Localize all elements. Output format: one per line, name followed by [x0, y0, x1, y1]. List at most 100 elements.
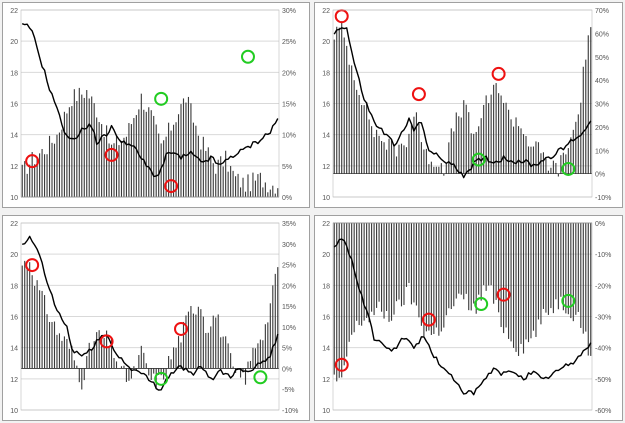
bar: [34, 164, 36, 197]
bar: [24, 161, 26, 197]
bar: [383, 142, 385, 174]
bar: [128, 368, 130, 381]
bar: [512, 223, 515, 348]
bar: [410, 123, 413, 174]
bar: [155, 368, 157, 389]
bar: [160, 368, 162, 376]
bar: [41, 290, 43, 369]
bar: [91, 96, 93, 197]
bar: [88, 98, 90, 197]
left-tick-label: 12: [10, 164, 18, 171]
bar: [115, 135, 118, 197]
bar: [555, 162, 557, 174]
bar: [498, 93, 500, 174]
right-tick-label: 0%: [282, 195, 292, 202]
bar: [510, 223, 512, 342]
bar: [532, 146, 535, 174]
bar: [29, 262, 31, 369]
bar: [68, 348, 70, 369]
bar: [262, 340, 264, 369]
red-circle-marker: [104, 147, 119, 162]
bar: [148, 368, 150, 376]
bar: [98, 330, 100, 369]
bar: [381, 141, 383, 174]
bar: [400, 143, 403, 174]
right-tick-label: 50%: [595, 55, 609, 62]
bar: [445, 163, 447, 174]
bar: [485, 223, 487, 291]
bar: [587, 223, 589, 356]
bar: [395, 156, 398, 174]
bar: [220, 337, 222, 369]
bar: [277, 267, 279, 369]
bar: [71, 345, 73, 369]
bar: [101, 124, 103, 197]
bar: [540, 153, 542, 174]
bar: [515, 117, 517, 174]
bar: [343, 37, 345, 174]
bar: [430, 223, 432, 335]
bar: [252, 172, 254, 197]
bar: [118, 145, 120, 197]
right-tick-label: 20%: [595, 125, 609, 132]
bar: [495, 83, 497, 174]
bar: [381, 223, 383, 312]
bar: [410, 223, 413, 305]
bar: [395, 223, 398, 302]
bar: [448, 223, 450, 309]
bar: [106, 125, 108, 197]
bar: [388, 138, 390, 174]
bar: [93, 341, 95, 369]
bar: [346, 45, 348, 174]
bar: [373, 223, 375, 316]
bar: [24, 260, 26, 369]
bar: [458, 116, 460, 174]
left-tick-label: 10: [10, 195, 18, 202]
left-tick-label: 20: [322, 39, 330, 46]
bar: [333, 223, 335, 375]
right-tick-label: 30%: [282, 242, 296, 249]
left-tick-label: 20: [10, 252, 18, 259]
bar: [195, 314, 197, 369]
bar: [557, 173, 559, 177]
red-circle-marker: [496, 287, 511, 302]
bar: [103, 137, 105, 197]
bar: [455, 223, 457, 299]
bar: [103, 338, 105, 369]
bar: [274, 193, 276, 197]
bar: [453, 131, 455, 174]
bar: [168, 122, 170, 197]
right-tick-label: 0%: [595, 221, 605, 228]
chart-panel-bottom-left: 10 12 14 16 18 20 22 -10% -5% 0% 5% 10% 15% 20% 25% 30%…: [2, 215, 310, 421]
bar: [361, 105, 363, 174]
right-tick-label: -40%: [595, 346, 611, 353]
bar: [366, 101, 368, 174]
bar: [520, 128, 522, 174]
red-circle-marker: [334, 9, 349, 24]
bar: [175, 347, 177, 369]
bar: [567, 223, 569, 315]
bar: [478, 223, 480, 295]
bar: [505, 102, 507, 174]
bar: [138, 355, 140, 369]
bar: [552, 223, 554, 314]
right-tick-label: 20%: [282, 70, 296, 77]
bar: [393, 223, 395, 315]
bar: [351, 223, 353, 335]
bar: [63, 111, 65, 197]
left-tick-label: 14: [10, 133, 18, 140]
series-line: [333, 238, 592, 396]
bar: [405, 223, 408, 287]
bar: [61, 340, 63, 369]
bar: [577, 114, 579, 174]
bar: [133, 118, 135, 197]
right-tick-label: 60%: [595, 31, 609, 38]
bar: [247, 361, 249, 369]
bar: [108, 143, 110, 197]
bar: [51, 142, 53, 197]
bar: [547, 223, 549, 315]
bar: [383, 223, 385, 319]
bar: [390, 223, 393, 321]
bar: [143, 352, 145, 369]
bar: [440, 163, 442, 174]
